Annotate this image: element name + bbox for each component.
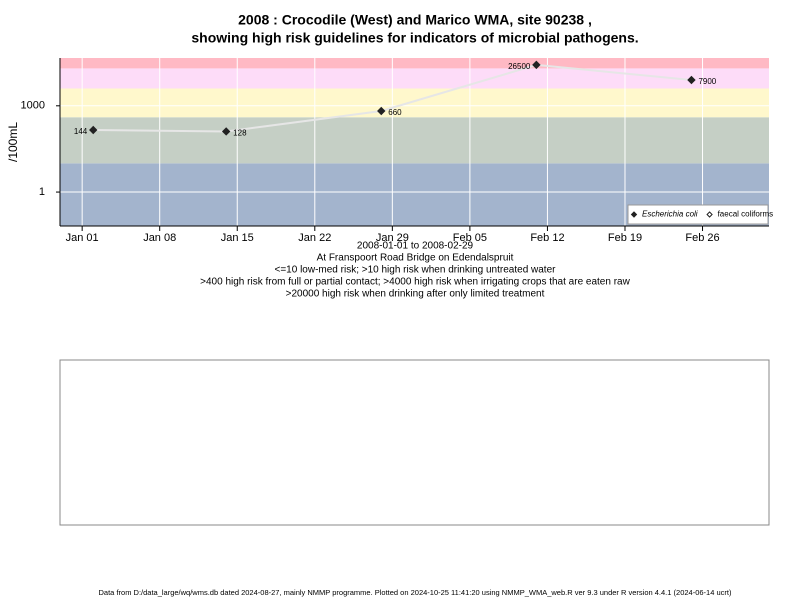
subtitle: >20000 high risk when drinking after onl… [286, 289, 545, 300]
empty-panel [59, 359, 770, 526]
subtitle: >400 high risk from full or partial cont… [200, 277, 630, 288]
legend: Escherichia coli faecal coliforms [627, 204, 774, 225]
data-label: 128 [233, 129, 247, 138]
x-tick-label: Jan 29 [376, 232, 409, 244]
data-point [89, 125, 98, 135]
data-point [532, 60, 541, 70]
y-axis-label: /100mL [6, 122, 20, 162]
subtitle: <=10 low-med risk; >10 high risk when dr… [275, 265, 557, 276]
chart-title: showing high risk guidelines for indicat… [191, 30, 638, 46]
data-label: 660 [388, 108, 402, 117]
subtitle: 2008-01-01 to 2008-02-29 [357, 241, 474, 252]
data-label: 26500 [508, 62, 531, 71]
x-tick-label: Feb 19 [608, 232, 642, 244]
x-tick-label: Jan 01 [66, 232, 99, 244]
legend-label: Escherichia coli [642, 210, 698, 219]
subtitle: At Franspoort Road Bridge on Edendalspru… [317, 253, 514, 264]
y-tick-label: 1 [39, 186, 45, 198]
x-tick-label: Jan 15 [221, 232, 254, 244]
x-tick-label: Jan 22 [298, 232, 331, 244]
data-point [377, 106, 386, 116]
x-tick-label: Feb 26 [685, 232, 719, 244]
risk-band [60, 88, 769, 118]
x-tick-label: Feb 12 [530, 232, 564, 244]
legend-box [627, 204, 769, 225]
data-point [687, 75, 696, 85]
legend-marker [630, 211, 638, 218]
chart-title: 2008 : Crocodile (West) and Marico WMA, … [238, 12, 592, 28]
data-label: 144 [74, 127, 88, 136]
risk-band [60, 58, 769, 69]
x-tick-label: Jan 08 [143, 232, 176, 244]
data-point [221, 127, 231, 136]
legend-marker [706, 211, 713, 218]
legend-label: faecal coliforms [718, 210, 774, 219]
footer: Data from D:/data_large/wq/wms.db dated … [99, 588, 732, 597]
risk-band [60, 117, 769, 164]
x-tick-label: Feb 05 [453, 232, 487, 244]
data-label: 7900 [698, 77, 716, 86]
risk-band [60, 68, 769, 89]
y-tick-label: 1000 [21, 100, 45, 112]
